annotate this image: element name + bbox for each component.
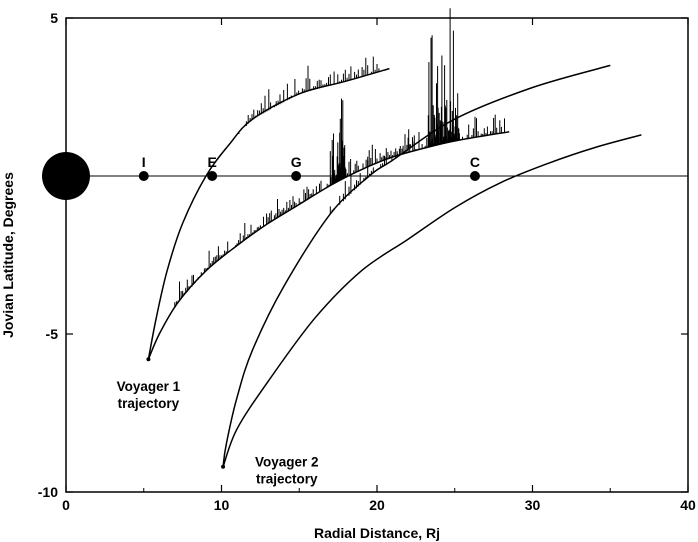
moon-label-c: C [470,154,480,170]
text-layer: 0 10 20 30 40 5 -5 -10 Radial Distance, Rj Jovian… [0,10,696,541]
voyager-2-latitude-minimum [221,464,226,469]
voyager-1-inbound-line [147,67,390,360]
y-tick-label: 5 [50,10,58,26]
marks-layer [42,152,480,200]
moon-label-i: I [142,154,146,170]
moon-label-g: G [291,154,302,170]
axes-layer [65,17,689,493]
moon-marker-c [469,171,480,181]
voyager-1-outbound-line [147,131,510,360]
lines-layer [146,64,642,469]
y-tick-label: -5 [46,326,59,342]
voyager-1-label-line-2: trajectory [118,396,180,411]
voyager-1-latitude-minimum [146,357,151,362]
voyager-2-label-line-1: Voyager 2 [255,455,319,470]
voyager-2-outbound-line [222,134,642,467]
spikes-layer [174,8,505,308]
y-tick-label: -10 [38,484,58,500]
moon-marker-g [291,171,302,181]
voyager-2-inbound-line [222,64,611,467]
plot-frame [65,17,689,493]
x-tick-label: 30 [525,497,541,513]
x-tick-label: 0 [62,497,70,513]
moon-marker-i [138,171,149,181]
x-tick-label: 40 [680,497,696,513]
jupiter-disk [42,152,90,200]
voyager-1-burst-cluster-b [427,8,460,148]
x-axis-title: Radial Distance, Rj [314,525,440,541]
voyager-1-burst-cluster-a [329,98,347,186]
x-tick-label: 20 [369,497,385,513]
moon-label-e: E [207,154,216,170]
moon-marker-e [207,171,218,181]
voyager-1-inbound-bursts [238,56,380,134]
y-axis-title: Jovian Latitude, Degrees [0,172,16,338]
voyager-1-label-line-1: Voyager 1 [117,379,181,394]
voyager-2-label-line-2: trajectory [256,472,318,487]
x-tick-label: 10 [214,497,230,513]
